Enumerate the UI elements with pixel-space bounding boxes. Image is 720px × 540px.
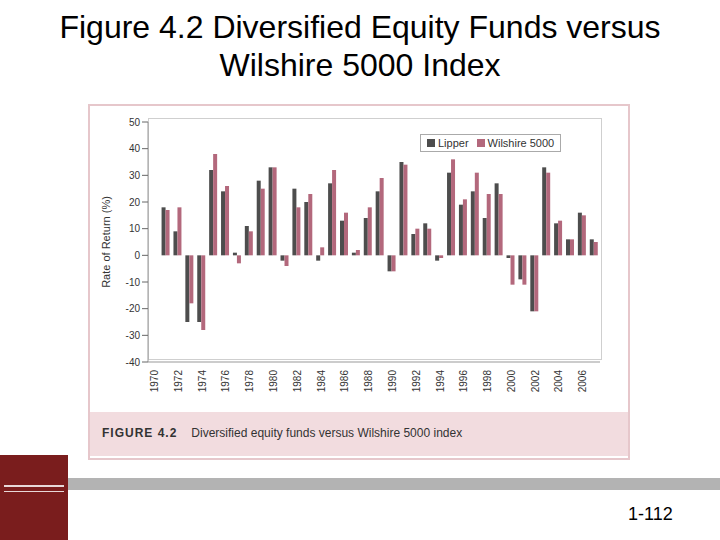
- svg-text:10: 10: [129, 223, 141, 234]
- svg-text:1970: 1970: [149, 370, 160, 393]
- svg-text:-40: -40: [126, 357, 141, 368]
- html-text:FIGURE 4.2: FIGURE 4.2: [102, 426, 178, 440]
- svg-text:2002: 2002: [530, 370, 541, 393]
- svg-text:1976: 1976: [220, 370, 231, 393]
- svg-text:1992: 1992: [411, 370, 422, 393]
- html-text:1-112: 1-112: [628, 504, 673, 524]
- svg-text:Rate of Return (%): Rate of Return (%): [100, 196, 112, 288]
- svg-text:1994: 1994: [435, 370, 446, 393]
- svg-text:1996: 1996: [458, 370, 469, 393]
- html-text:Lipper: Lipper: [438, 137, 469, 149]
- svg-text:2004: 2004: [553, 370, 564, 393]
- svg-text:40: 40: [129, 143, 141, 154]
- svg-text:-30: -30: [126, 330, 141, 341]
- html-text:Wilshire 5000: Wilshire 5000: [487, 137, 555, 149]
- svg-text:1978: 1978: [244, 370, 255, 393]
- svg-text:50: 50: [129, 117, 141, 128]
- svg-text:1982: 1982: [292, 370, 303, 393]
- svg-text:1984: 1984: [316, 370, 327, 393]
- svg-text:30: 30: [129, 170, 141, 181]
- svg-text:1974: 1974: [197, 370, 208, 393]
- html-text:Diversified equity funds versu: Diversified equity funds versus Wilshire…: [191, 426, 463, 440]
- svg-text:1986: 1986: [339, 370, 350, 393]
- svg-text:1998: 1998: [482, 370, 493, 393]
- svg-text:2006: 2006: [577, 370, 588, 393]
- svg-text:-10: -10: [126, 277, 141, 288]
- svg-text:0: 0: [134, 250, 140, 261]
- svg-text:1980: 1980: [268, 370, 279, 393]
- svg-text:1988: 1988: [363, 370, 374, 393]
- svg-text:1972: 1972: [173, 370, 184, 393]
- svg-text:2000: 2000: [506, 370, 517, 393]
- svg-text:20: 20: [129, 197, 141, 208]
- html-text:Figure 4.2 Diversified Equity: Figure 4.2 Diversified Equity Funds vers…: [59, 9, 661, 83]
- svg-text:1990: 1990: [387, 370, 398, 393]
- svg-text:-20: -20: [126, 303, 141, 314]
